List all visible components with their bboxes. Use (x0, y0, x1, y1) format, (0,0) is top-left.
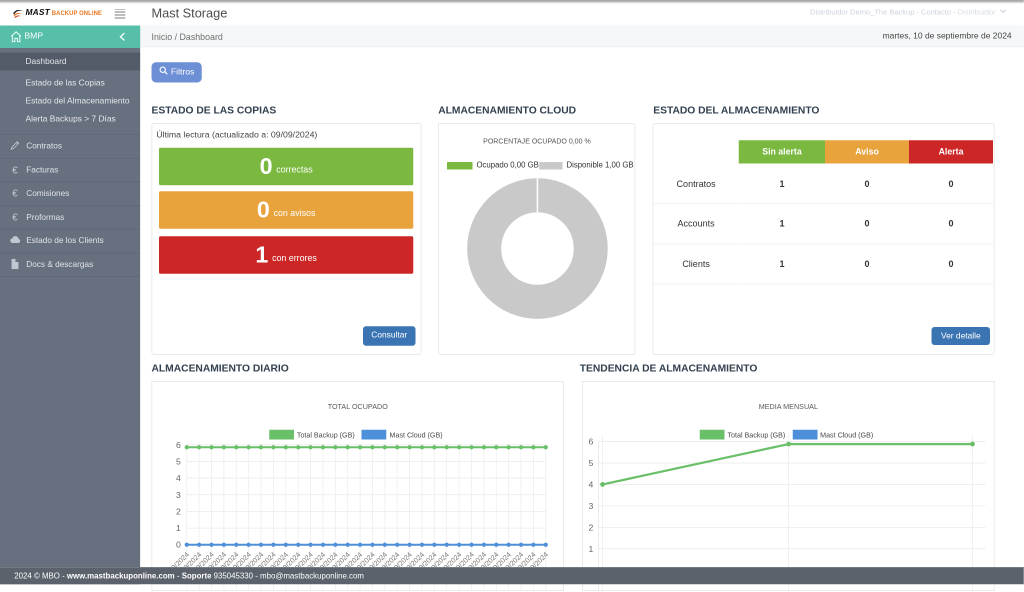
svg-text:1: 1 (176, 523, 181, 533)
svg-text:6: 6 (589, 437, 594, 447)
svg-text:4: 4 (589, 479, 594, 489)
svg-text:0: 0 (176, 540, 181, 550)
svg-text:3: 3 (176, 490, 181, 500)
svg-text:6: 6 (176, 440, 181, 450)
svg-text:3: 3 (589, 501, 594, 511)
svg-text:5: 5 (589, 458, 594, 468)
svg-text:4: 4 (176, 473, 181, 483)
svg-text:5: 5 (176, 456, 181, 466)
svg-text:2: 2 (589, 522, 594, 532)
svg-text:2: 2 (176, 506, 181, 516)
svg-text:1: 1 (589, 544, 594, 554)
